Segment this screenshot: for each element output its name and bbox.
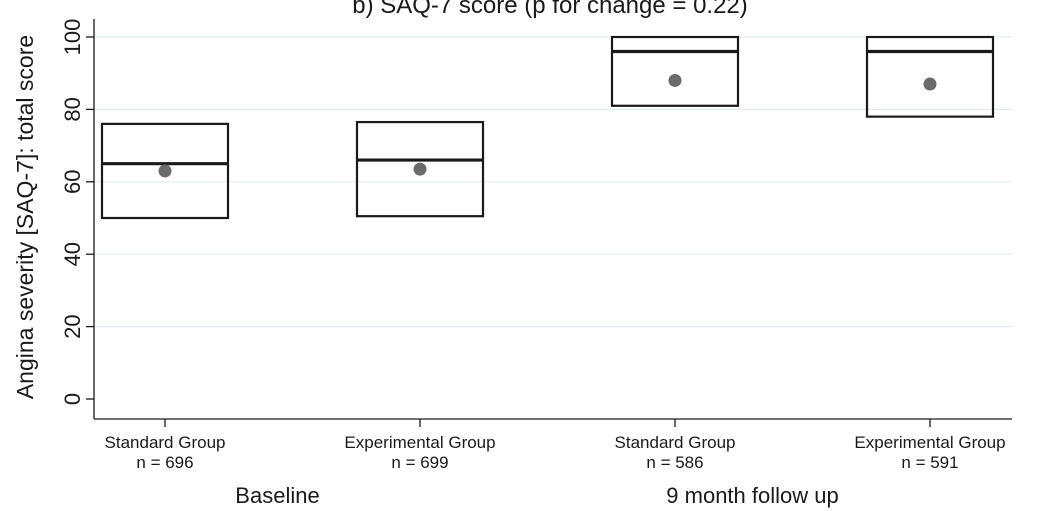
y-axis-label: Angina severity [SAQ-7]: total score: [12, 35, 38, 399]
x-tick-label: Experimental Group: [854, 433, 1005, 452]
box-iqr: [610, 35, 740, 107]
group-label: 9 month follow up: [666, 483, 838, 508]
x-tick-label: Standard Group: [105, 433, 226, 452]
box-2: [355, 120, 485, 218]
box-1: [100, 122, 230, 220]
box-iqr: [100, 122, 230, 220]
y-ticks: 0 20 40 60 80 100: [60, 19, 94, 405]
x-tick-n-label: n = 586: [646, 453, 703, 472]
x-tick-n-label: n = 696: [136, 453, 193, 472]
y-tick-label: 80: [60, 97, 85, 121]
group-labels: Baseline 9 month follow up: [235, 483, 838, 508]
x-tick-label: Standard Group: [615, 433, 736, 452]
y-tick-label: 40: [60, 242, 85, 266]
boxes: [100, 35, 995, 220]
box-iqr: [865, 35, 995, 118]
mean-marker: [413, 162, 427, 176]
y-tick-label: 0: [60, 393, 85, 405]
box-4: [865, 35, 995, 118]
mean-marker: [668, 73, 682, 87]
x-tick-n-label: n = 699: [391, 453, 448, 472]
mean-marker: [158, 164, 172, 178]
mean-marker: [923, 77, 937, 91]
y-tick-label: 100: [60, 19, 85, 56]
y-tick-label: 60: [60, 170, 85, 194]
grid-lines: [94, 36, 1012, 328]
y-tick-label: 20: [60, 314, 85, 338]
axes: [93, 19, 1012, 420]
box-iqr: [355, 120, 485, 218]
box-3: [610, 35, 740, 107]
x-tick-n-label: n = 591: [901, 453, 958, 472]
chart-title: b) SAQ-7 score (p for change = 0.22): [352, 0, 748, 19]
group-label: Baseline: [235, 483, 319, 508]
x-tick-label: Experimental Group: [344, 433, 495, 452]
